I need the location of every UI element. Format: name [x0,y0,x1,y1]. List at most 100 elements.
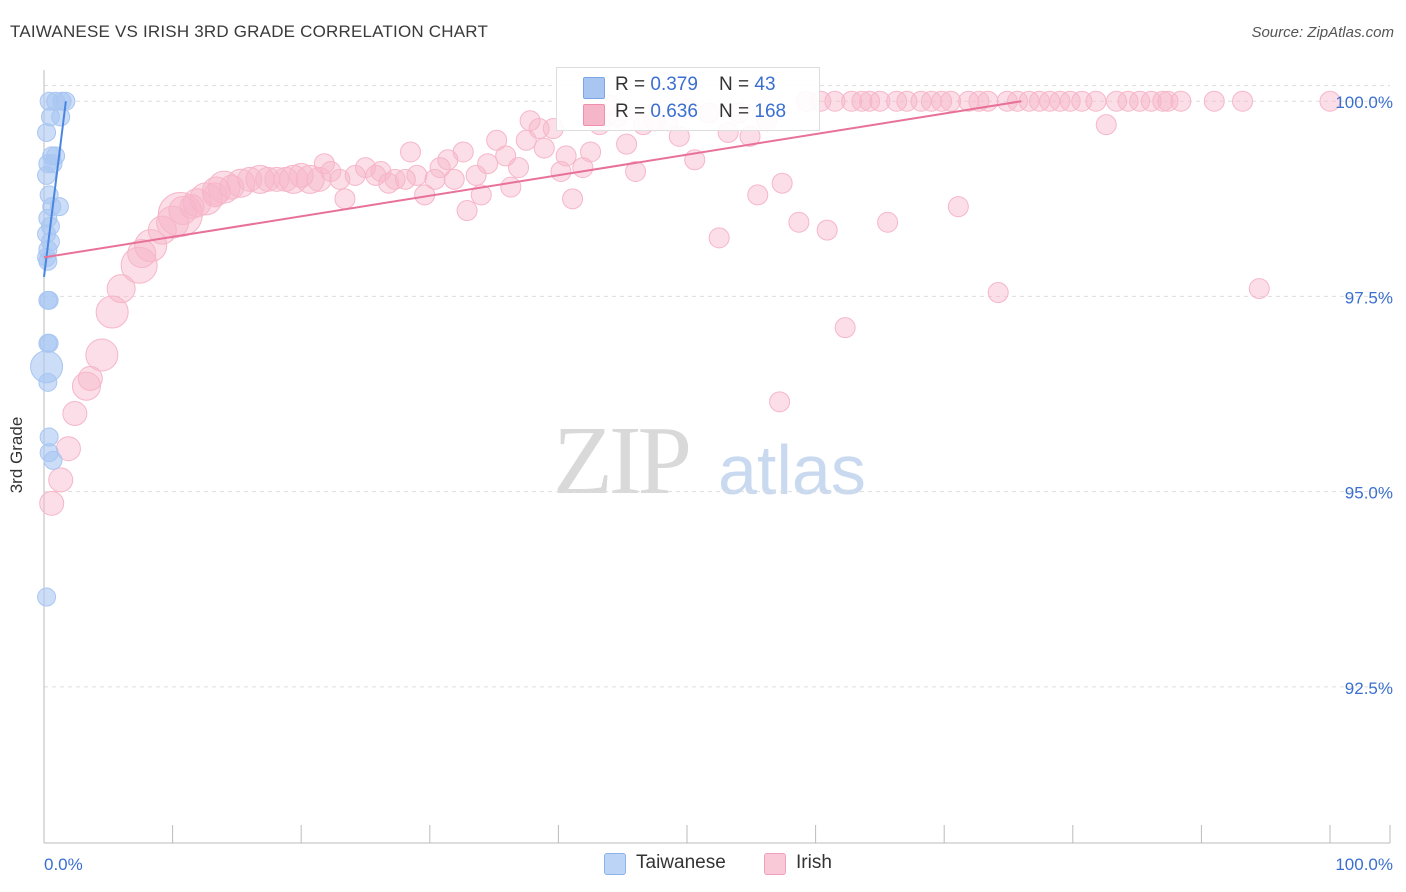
legend-n-value: 43 [754,74,776,95]
point-irish [406,164,428,186]
point-irish [48,467,74,493]
point-taiwanese [38,372,58,392]
point-taiwanese [37,587,57,607]
bottom-legend-swatch-irish [764,853,786,875]
point-taiwanese [37,165,57,185]
trend-line-taiwanese [43,101,67,278]
point-irish [1203,90,1225,112]
legend-n-label: N = [719,101,755,122]
point-irish [1085,90,1107,112]
point-irish [816,219,838,241]
point-irish [1152,90,1174,112]
point-irish [533,137,555,159]
legend-swatch-irish [583,104,605,126]
point-taiwanese [37,122,57,142]
point-irish [940,90,962,112]
point-irish [1059,90,1081,112]
point-irish [334,188,356,210]
point-irish [443,168,465,190]
point-taiwanese [49,197,69,217]
bottom-legend-swatch-taiwanese [604,853,626,875]
legend-swatch-taiwanese [583,77,605,99]
point-irish [1095,114,1117,136]
point-irish [1157,90,1179,112]
point-irish [264,166,290,192]
y-tick-label: 95.0% [1345,484,1393,503]
point-irish [320,161,342,183]
correlation-legend: R = 0.379 N = 43 R = 0.636 N = 168 [556,67,820,131]
point-taiwanese [43,450,63,470]
legend-r-label: R = [615,101,651,122]
legend-n-value: 168 [754,101,787,122]
point-irish [747,184,769,206]
x-tick-label-min: 0.0% [44,855,83,874]
legend-r-label: R = [615,74,651,95]
point-irish [947,196,969,218]
trend-lines [43,100,1022,278]
point-irish [486,129,508,151]
bottom-legend-label-irish: Irish [796,852,832,873]
point-irish [625,161,647,183]
x-tick-label-max: 100.0% [1335,855,1393,874]
point-irish [106,274,136,304]
tick-labels: 92.5% 95.0% 97.5% 100.0% 0.0% 100.0% [44,93,1393,874]
point-taiwanese [51,107,71,127]
bottom-legend-label-taiwanese: Taiwanese [636,852,726,873]
point-irish [877,211,899,233]
y-tick-label: 92.5% [1345,679,1393,698]
point-irish [237,166,263,192]
point-irish [424,168,446,190]
y-tick-label: 100.0% [1335,93,1393,112]
point-irish [500,176,522,198]
point-irish [62,401,88,427]
point-irish [201,176,231,206]
point-irish [1170,90,1192,112]
point-irish [771,172,793,194]
point-irish [400,141,422,163]
point-taiwanese [39,333,59,353]
point-irish [429,157,451,179]
point-irish [562,188,584,210]
point-irish [931,90,953,112]
point-irish [555,145,577,167]
point-irish [1117,90,1139,112]
point-irish [120,246,158,284]
point-taiwanese [38,290,58,310]
point-irish [452,141,474,163]
point-irish [1140,90,1162,112]
watermark-zip: ZIP [553,407,692,515]
point-irish [477,153,499,175]
point-irish [869,90,891,112]
point-irish [456,200,478,222]
chart-title: TAIWANESE VS IRISH 3RD GRADE CORRELATION… [10,22,489,41]
point-irish [1319,90,1341,112]
point-irish [394,168,416,190]
legend-r-value: 0.379 [650,74,698,95]
point-irish [437,149,459,171]
data-points [30,90,1341,607]
point-irish [344,164,366,186]
point-irish [519,110,541,132]
point-irish [1248,278,1270,300]
point-irish [470,184,492,206]
point-irish [580,141,602,163]
point-irish [95,295,129,329]
point-irish [39,490,65,516]
point-irish [616,133,638,155]
legend-r-value: 0.636 [650,101,698,122]
point-irish [134,229,168,263]
point-irish [788,211,810,233]
point-irish [1232,90,1254,112]
point-irish [824,90,846,112]
point-irish [508,157,530,179]
y-axis-title: 3rd Grade [7,416,26,494]
point-irish [987,282,1009,304]
legend-n-label: N = [719,74,755,95]
trend-line-irish [43,100,1022,259]
point-irish [168,196,198,226]
y-tick-label: 97.5% [1345,288,1393,307]
point-irish [71,371,101,401]
point-irish [1129,90,1151,112]
watermark-atlas: atlas [718,431,866,509]
